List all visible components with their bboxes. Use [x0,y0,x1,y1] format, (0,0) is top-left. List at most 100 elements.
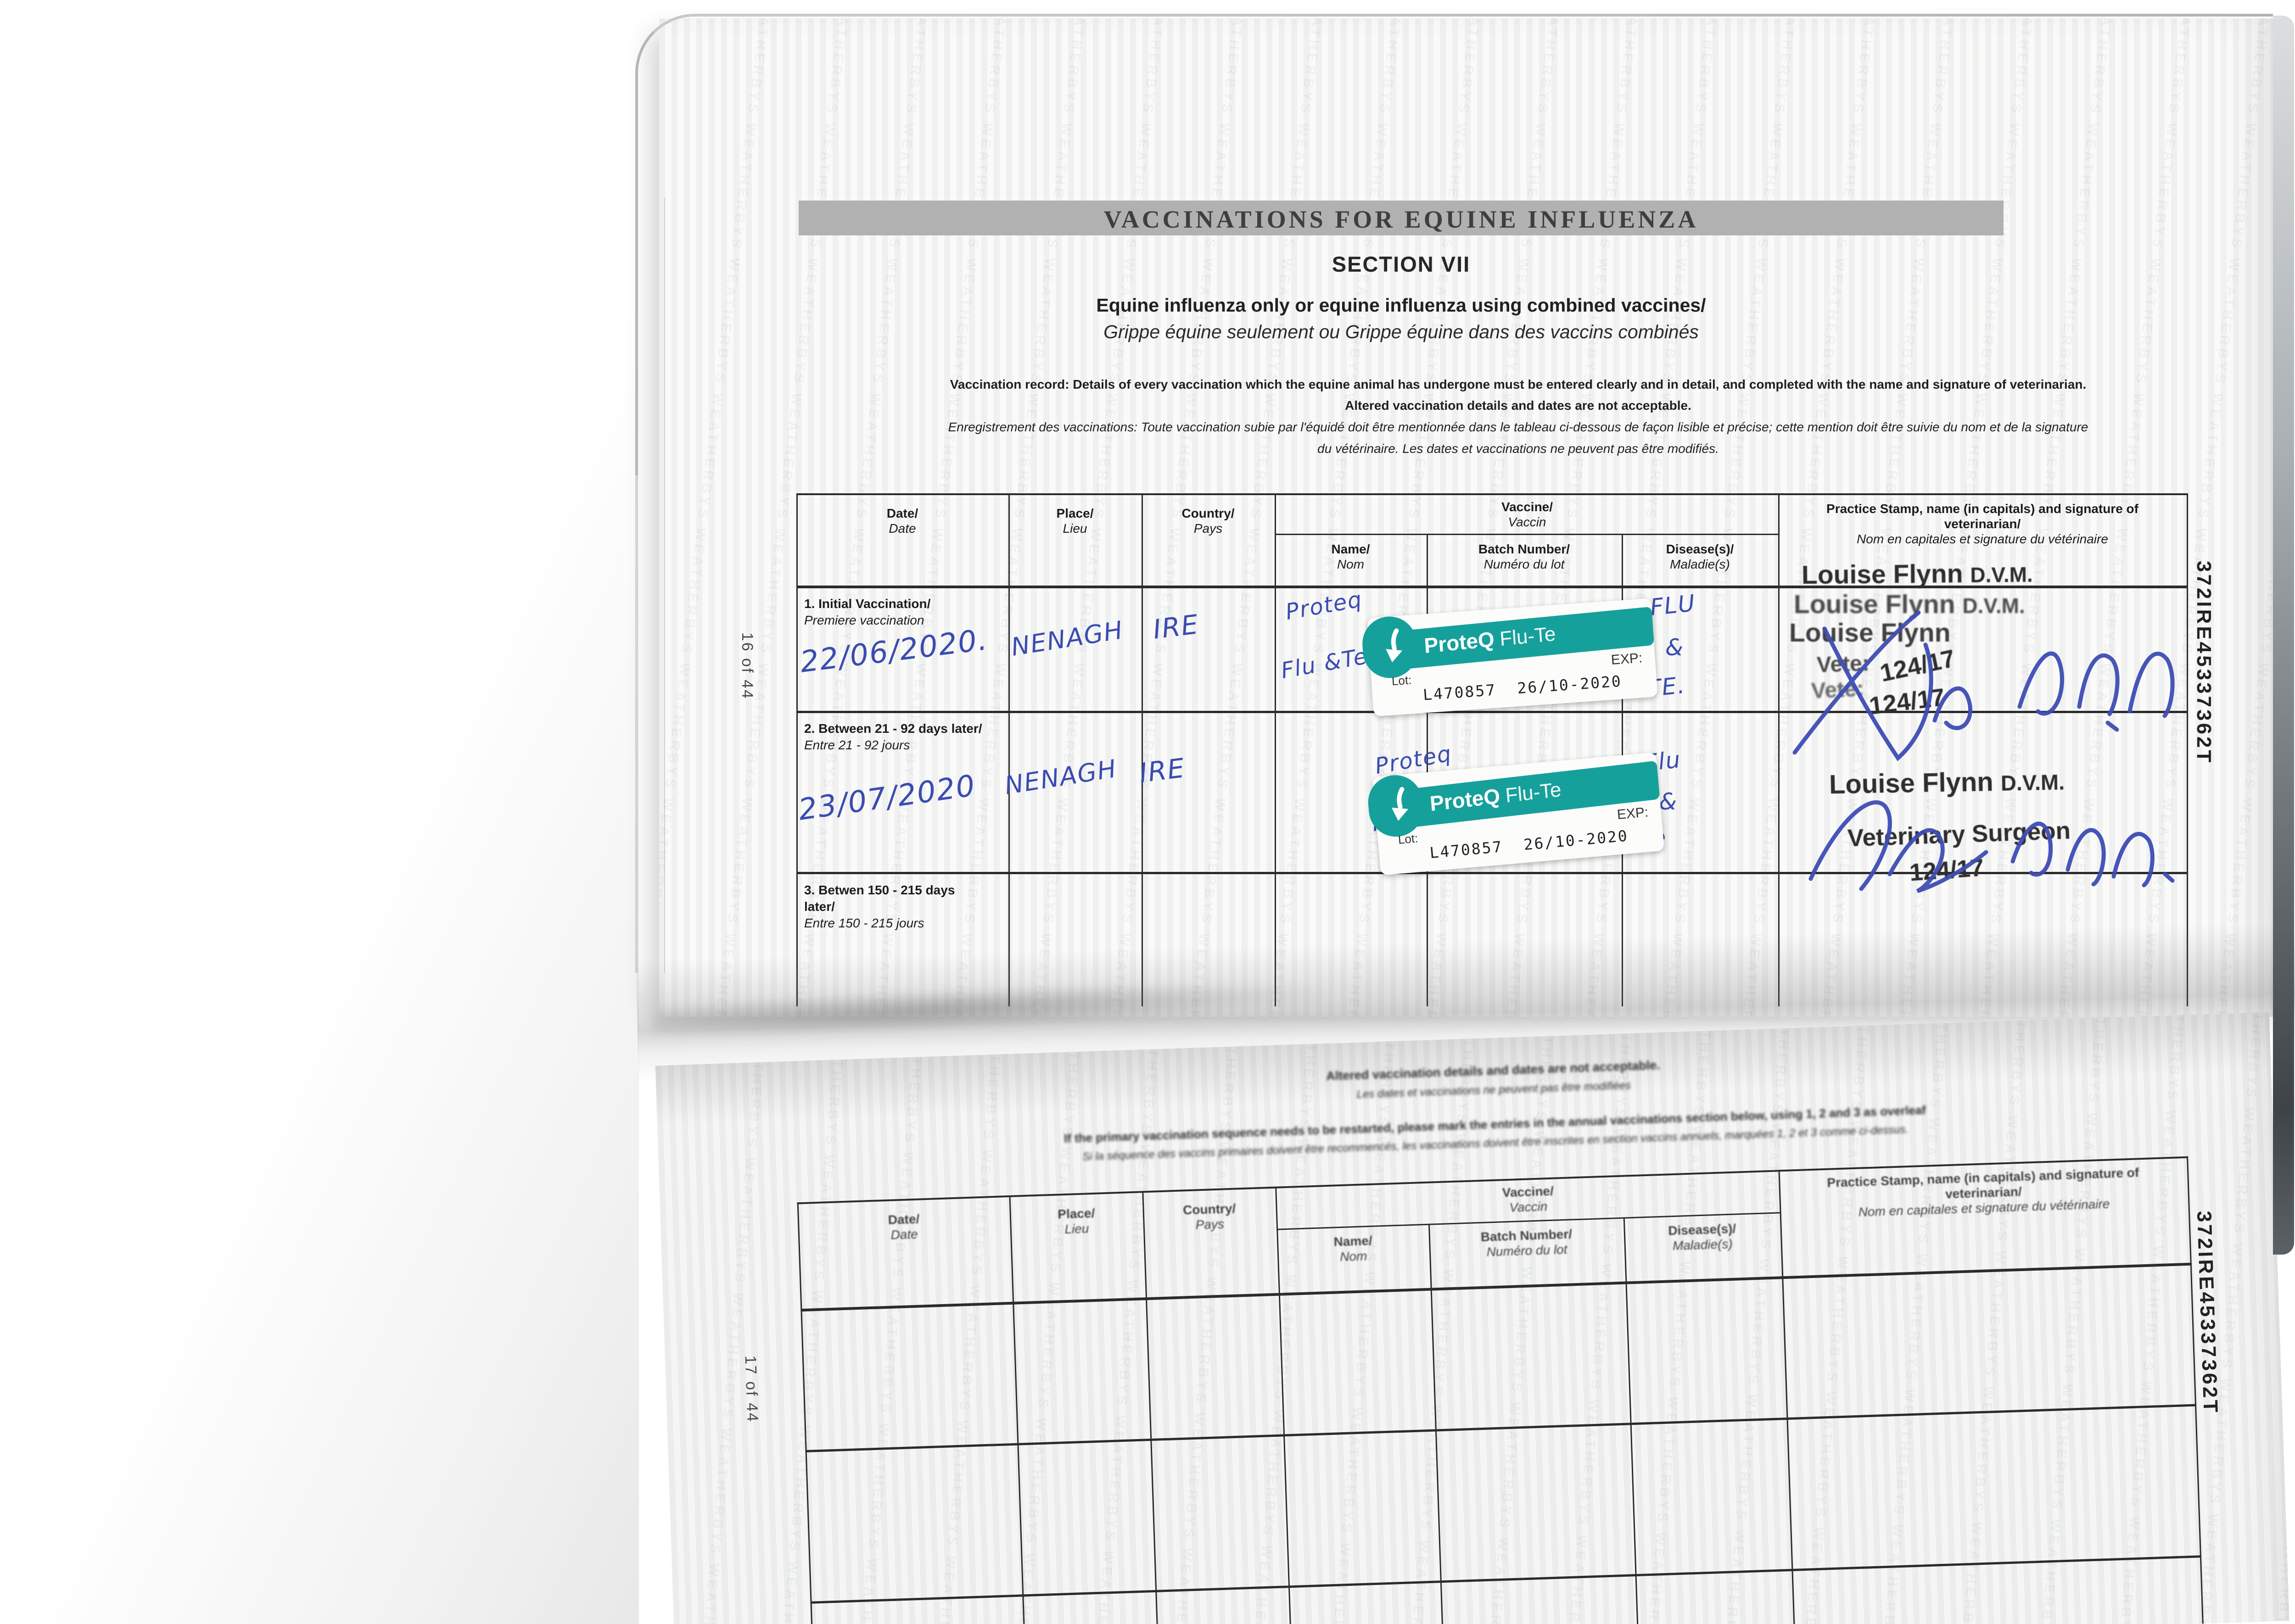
col-header-name-fr: Nom [1339,1249,1367,1264]
cover-right-edge [2273,16,2294,1255]
row3-label-fr: Entre 150 - 215 jours [804,916,924,930]
col-header-batch: Batch Number/ Numéro du lot [1428,1225,1624,1261]
col-header-vaccine-en: Vaccine/ [1502,1183,1554,1200]
exp-date-value: 26/10-2020 [1523,826,1629,854]
row3-label: 3. Betwen 150 - 215 days later/ Entre 15… [804,882,988,932]
row1-country-handwriting: IRE [1151,608,1201,645]
exp-date-value: 26/10-2020 [1517,672,1623,698]
table1-col-line [1275,493,1276,1006]
page16-number: 16 of 44 [739,632,756,700]
syringe-arrow-icon [1391,787,1409,821]
col-header-name: Name/ Nom [1275,541,1427,572]
sticker-lot-label: Lot: [1391,673,1412,688]
table1-vaccine-subline [1275,534,1780,535]
instruction-line-4: du vétérinaire. Les dates et vaccination… [1317,441,1719,456]
col-header-batch-en: Batch Number/ [1478,542,1570,556]
table1-row1-line [796,711,2188,713]
col-header-stamp-en: Practice Stamp, name (in capitals) and s… [1826,502,2138,531]
page17-number: 17 of 44 [741,1355,761,1423]
row2-disease-handwriting-2: & [1659,788,1678,815]
lot-number-value: L470857 [1428,837,1504,862]
col-header-place: Place/ Lieu [1008,506,1142,536]
col-header-batch: Batch Number/ Numéro du lot [1427,541,1622,572]
vet-stamp-row1-print2: Louise Flynn D.V.M. [1794,589,2025,619]
row1-label: 1. Initial Vaccination/ Premiere vaccina… [804,596,1002,629]
col-header-disease-en: Disease(s)/ [1668,1221,1736,1238]
col-header-vaccine-en: Vaccine/ [1501,500,1553,514]
instruction-line-3: Enregistrement des vaccinations: Toute v… [948,420,2088,434]
table1-border-right [2187,493,2188,1006]
page-title: VACCINATIONS FOR EQUINE INFLUENZA [1103,206,1699,233]
col-header-name-en: Name/ [1331,542,1370,556]
col-header-name: Name/ Nom [1277,1231,1430,1267]
col-header-date: Date/ Date [796,506,1008,536]
lot-number-value: L470857 [1422,681,1497,704]
scanner-background [0,0,639,1624]
title-band [799,201,2004,235]
col-header-disease-fr: Maladie(s) [1672,1236,1733,1253]
table1-border-left [796,493,798,1006]
col-header-disease: Disease(s)/ Maladie(s) [1623,1219,1781,1255]
col-header-place-fr: Lieu [1063,521,1087,536]
instruction-line-2: Altered vaccination details and dates ar… [1345,398,1691,413]
row2-label: 2. Between 21 - 92 days later/ Entre 21 … [804,720,988,753]
col-header-country: Country/ Pays [1142,506,1275,536]
signature-ink-row1 [1792,610,2175,761]
row3-label-en: 3. Betwen 150 - 215 days later/ [804,883,955,914]
row1-label-fr: Premiere vaccination [804,613,924,627]
col-header-date-fr: Date [890,1227,918,1242]
table1-border-top [796,493,2188,495]
cover-corner-edge [635,14,959,475]
sticker-exp-label: EXP: [1616,804,1649,823]
col-header-name-en: Name/ [1333,1233,1373,1249]
cover-top-edge [941,14,2273,17]
col-header-vaccine-fr: Vaccin [1508,515,1546,529]
vaccine-sticker-row1: ProteQ Flu-Te Lot: L470857 26/10-2020 EXP… [1360,598,1658,717]
col-header-date-fr: Date [889,521,916,536]
col-header-date-en: Date/ [888,1211,920,1227]
subtitle-fr: Grippe équine seulement ou Grippe équine… [1103,321,1699,342]
col-header-vaccine: Vaccine/ Vaccin [1275,499,1780,530]
col-header-country-en: Country/ [1182,1201,1236,1217]
table1-col-line [1427,534,1428,1006]
col-header-stamp: Practice Stamp, name (in capitals) and s… [1792,501,2173,547]
col-header-place-fr: Lieu [1064,1221,1089,1236]
table1-header-bottom [796,586,2188,588]
table1-col-line [1778,493,1780,1006]
col-header-place-en: Place/ [1056,506,1094,520]
row2-label-fr: Entre 21 - 92 jours [804,738,910,752]
col-header-batch-fr: Numéro du lot [1483,557,1565,571]
vet-stamp-row1-print3: Louise Flynn [1789,618,1951,647]
col-header-place-en: Place/ [1057,1205,1095,1222]
signature-ink-row2 [1808,800,2175,893]
row1-disease-handwriting-2: & [1665,634,1684,661]
col-header-country: Country/ Pays [1142,1200,1276,1234]
cover-left-edge [635,468,638,973]
col-header-country-en: Country/ [1181,506,1235,520]
row2-country-handwriting: IRE [1137,752,1187,789]
passport-page-16: WEATHERBYS WEATHERBYS WEATHERBYS WEATHER… [659,18,2274,1017]
row2-label-en: 2. Between 21 - 92 days later/ [804,721,982,736]
col-header-country-fr: Pays [1193,521,1223,536]
vaccine-sticker-row2: ProteQ Flu-Te Lot: L470857 26/10-2020 EXP… [1366,752,1665,876]
col-header-name-fr: Nom [1337,557,1365,571]
subtitle-en: Equine influenza only or equine influenz… [1096,295,1706,316]
syringe-arrow-icon [1386,628,1403,663]
col-header-batch-fr: Numéro du lot [1486,1242,1567,1259]
col-header-batch-en: Batch Number/ [1480,1227,1573,1244]
row1-disease-handwriting-1: FLU [1649,589,1697,621]
col-header-country-fr: Pays [1195,1217,1225,1232]
col-header-stamp-fr: Nom en capitales et signature du vétérin… [1857,532,2108,546]
instruction-line-1: Vaccination record: Details of every vac… [950,377,2087,391]
row1-label-en: 1. Initial Vaccination/ [804,597,931,611]
sticker-variant: Flu-Te [1499,622,1556,651]
col-header-place: Place/ Lieu [1009,1204,1143,1239]
sticker-lot-label: Lot: [1397,831,1419,847]
section-heading: SECTION VII [1332,252,1471,276]
document-code-top: 372IRE45337362T [2193,561,2215,765]
col-header-disease: Disease(s)/ Maladie(s) [1622,541,1778,572]
paper-inner-edge [664,197,665,973]
col-header-date-en: Date/ [886,506,918,520]
col-header-disease-en: Disease(s)/ [1666,542,1734,556]
